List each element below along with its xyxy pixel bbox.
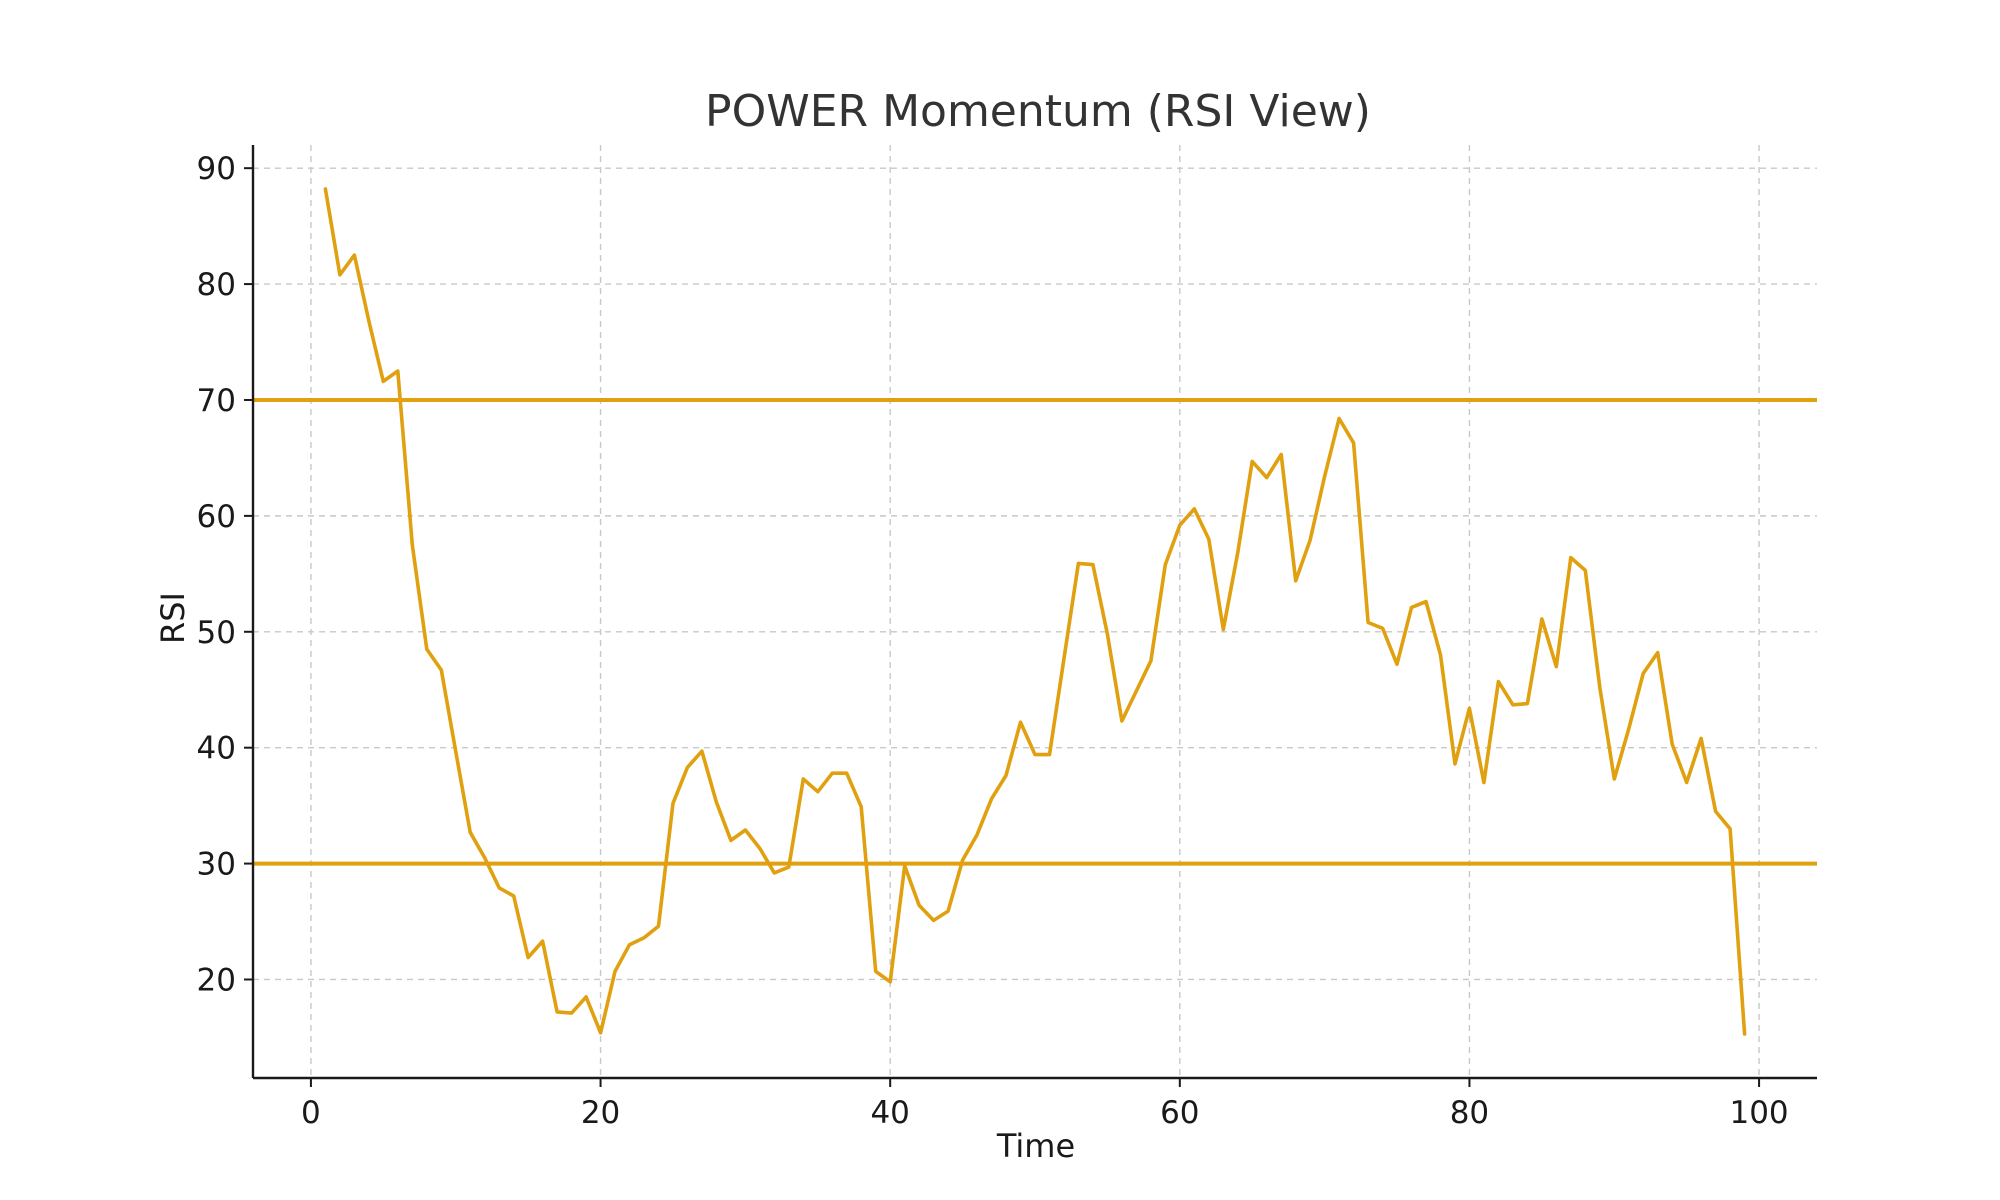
y-tick-label: 60	[197, 499, 236, 535]
y-axis-label: RSI	[154, 592, 192, 644]
rsi-series-line	[323, 187, 1747, 1036]
x-tick-label: 80	[1450, 1095, 1489, 1131]
y-tick-label: 90	[197, 151, 236, 187]
y-tick-label: 40	[197, 731, 236, 767]
threshold-layer	[253, 397, 1817, 866]
y-tick-label: 20	[197, 962, 236, 998]
x-tick-label: 40	[870, 1095, 909, 1131]
series-layer	[323, 187, 1747, 1036]
y-tick-label: 80	[197, 267, 236, 303]
x-tick-label: 20	[581, 1095, 620, 1131]
y-tick-label: 30	[197, 847, 236, 883]
x-tick-label: 0	[301, 1095, 321, 1131]
x-axis-label: Time	[996, 1127, 1075, 1165]
y-tick-label: 70	[197, 383, 236, 419]
x-tick-label: 60	[1160, 1095, 1199, 1131]
chart-title: POWER Momentum (RSI View)	[705, 86, 1371, 137]
ticks-layer: 0 20 40 60 80 100 20 30 40 50 60 70 80 90	[197, 151, 1789, 1131]
y-tick-label: 50	[197, 615, 236, 651]
axes-layer	[251, 145, 1817, 1080]
grid-layer	[253, 145, 1817, 1078]
x-tick-label: 100	[1729, 1095, 1788, 1131]
